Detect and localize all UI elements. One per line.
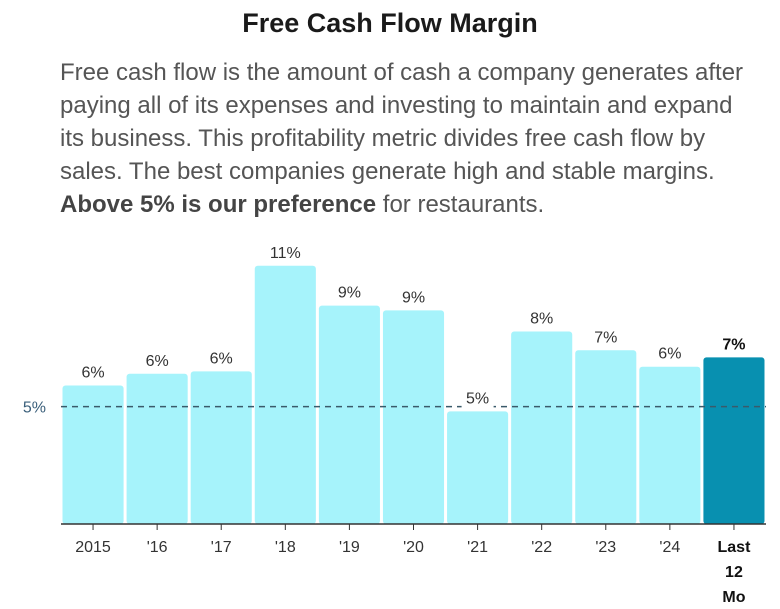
value-label-9: 6%	[658, 346, 681, 363]
bar-0	[62, 385, 124, 524]
bar-10	[703, 357, 765, 524]
bar-4	[318, 305, 380, 524]
value-label-1: 6%	[146, 353, 169, 370]
x-ticks-group: 2015 '16 '17 '18 '19 '20 '21 '22 '23 '24 Last 12 Mo	[75, 524, 751, 606]
bar-1	[126, 373, 188, 524]
value-label-7: 8%	[530, 311, 553, 328]
description-emphasis: Above 5% is our preference	[60, 191, 377, 218]
tick-label-10: Last 12 Mo	[718, 539, 752, 606]
bar-7	[511, 331, 573, 524]
bar-6	[447, 411, 509, 524]
tick-label-7: '22	[531, 539, 552, 556]
bar-5	[382, 310, 445, 524]
value-label-backing-6	[461, 388, 494, 409]
tick-label-5: '20	[403, 539, 424, 556]
reference-line-label: 5%	[23, 400, 46, 417]
chart-title: Free Cash Flow Margin	[242, 8, 538, 38]
bars-group	[62, 265, 765, 524]
tick-label-1: '16	[147, 539, 168, 556]
bar-8	[575, 350, 637, 524]
chart-description: Free cash flow is the amount of cash a c…	[60, 56, 750, 221]
tick-label-0: 2015	[75, 539, 111, 556]
tick-label-8: '23	[595, 539, 616, 556]
tick-label-4: '19	[339, 539, 360, 556]
value-label-8: 7%	[594, 329, 617, 346]
value-label-10: 7%	[722, 336, 745, 353]
description-text-end: for restaurants.	[376, 191, 545, 218]
tick-label-6: '21	[467, 539, 488, 556]
bar-3	[254, 265, 316, 524]
value-label-2: 6%	[210, 350, 233, 367]
value-label-3: 11%	[270, 245, 301, 262]
description-text: Free cash flow is the amount of cash a c…	[60, 59, 744, 185]
value-label-6: 5%	[466, 390, 489, 407]
tick-label-2: '17	[211, 539, 232, 556]
value-label-4: 9%	[338, 285, 361, 302]
tick-label-3: '18	[275, 539, 296, 556]
bar-9	[639, 366, 701, 524]
value-labels-group: 6% 6% 6% 11% 9% 9% 5% 8% 7% 6% 7%	[81, 245, 746, 409]
value-label-5: 9%	[402, 289, 425, 306]
bar-2	[190, 371, 252, 524]
tick-label-9: '24	[659, 539, 680, 556]
value-label-0: 6%	[81, 365, 104, 382]
